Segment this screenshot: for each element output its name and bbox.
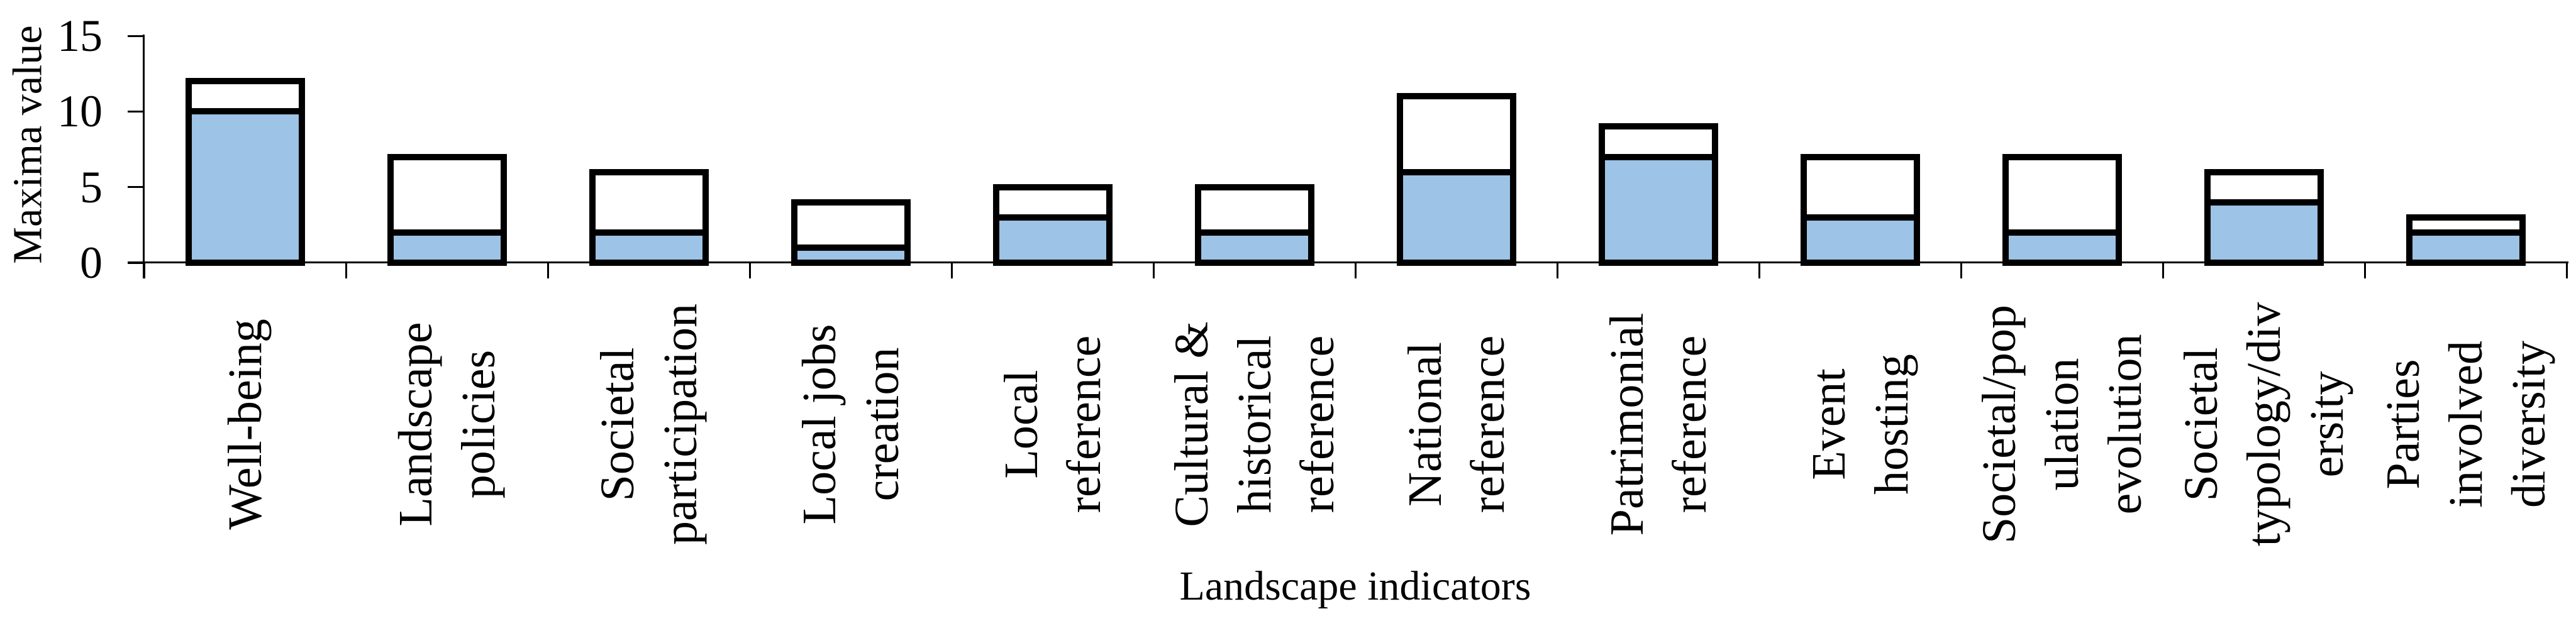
category-label-line: diversity — [2502, 341, 2555, 508]
bar-filled-segment — [1396, 168, 1516, 266]
category-label-line: involved — [2439, 341, 2492, 508]
category-label-line: Societal — [2174, 347, 2228, 502]
bar-filled-segment — [387, 229, 507, 266]
category-label-line: policies — [452, 349, 505, 499]
category-label: Landscape policies — [346, 286, 548, 563]
category-label-rotated-text: Local reference — [952, 286, 1153, 563]
category-label-rotated-text: Well-being — [144, 286, 346, 563]
category-label-line: creation — [855, 347, 909, 502]
x-tick-mark — [2565, 263, 2568, 278]
bar-filled-segment — [1598, 153, 1718, 266]
x-axis-title: Landscape indicators — [1179, 563, 1531, 609]
bar-filled-segment — [1194, 229, 1314, 266]
category-label-line: Local — [994, 370, 1048, 479]
x-tick-mark — [2162, 263, 2164, 278]
category-label-line: reference — [1663, 335, 1716, 513]
category-label: National reference — [1355, 286, 1557, 563]
bar-filled-segment — [2406, 229, 2526, 266]
category-label-rotated-text: Patrimonial reference — [1557, 286, 1759, 563]
category-label-line: Societal — [591, 347, 644, 502]
x-tick-mark — [1354, 263, 1357, 278]
category-label-line: reference — [1461, 335, 1514, 513]
category-label: Cultural & historical reference — [1153, 286, 1355, 563]
y-tick-mark — [128, 110, 144, 113]
category-label: Societal typology/div ersity — [2163, 286, 2365, 563]
bar-filled-segment — [992, 214, 1113, 266]
category-label-rotated-text: Societal typology/div ersity — [2163, 286, 2365, 563]
x-tick-mark — [2363, 263, 2366, 278]
category-label-line: participation — [653, 303, 707, 546]
category-label: Societal/pop ulation evolution — [1961, 286, 2163, 563]
category-label-rotated-text: Local jobs creation — [750, 286, 952, 563]
category-label-rotated-text: Societal/pop ulation evolution — [1961, 286, 2163, 563]
x-axis-line — [128, 261, 2568, 263]
x-tick-mark — [1960, 263, 1962, 278]
category-label: Local jobs creation — [750, 286, 952, 563]
category-label-rotated-text: National reference — [1355, 286, 1557, 563]
bar-filled-segment — [1800, 214, 1920, 266]
category-label-line: Local jobs — [792, 324, 846, 525]
y-tick-mark — [128, 186, 144, 189]
bar-filled-segment — [589, 229, 709, 266]
category-label-line: Well-being — [218, 319, 272, 530]
y-tick-label: 0 — [80, 238, 103, 288]
bar-filled-segment — [2204, 199, 2324, 266]
category-label-line: Landscape — [389, 322, 442, 527]
category-label-line: Cultural & — [1165, 321, 1218, 527]
y-tick-label: 10 — [57, 86, 103, 137]
category-label-line: evolution — [2098, 334, 2151, 515]
category-label-line: hosting — [1865, 354, 1918, 495]
category-label-rotated-text: Event hosting — [1759, 286, 1961, 563]
category-label-line: ulation — [2035, 358, 2089, 491]
category-label-line: ersity — [2300, 371, 2353, 478]
category-label-rotated-text: Societal participation — [548, 286, 750, 563]
category-label: Parties involved diversity — [2365, 286, 2567, 563]
x-tick-mark — [1152, 263, 1155, 278]
x-tick-mark — [1556, 263, 1558, 278]
bar-filled-segment — [2002, 229, 2122, 266]
category-label-line: typology/div — [2237, 302, 2290, 547]
category-label: Event hosting — [1759, 286, 1961, 563]
x-tick-mark — [748, 263, 751, 278]
category-label-line: Parties — [2376, 359, 2429, 490]
y-tick-mark — [128, 35, 144, 37]
category-label-line: Patrimonial — [1600, 312, 1653, 536]
x-tick-mark — [1758, 263, 1760, 278]
category-label: Well-being — [144, 286, 346, 563]
category-label: Local reference — [952, 286, 1153, 563]
x-tick-mark — [345, 263, 347, 278]
category-label: Patrimonial reference — [1557, 286, 1759, 563]
x-tick-mark — [547, 263, 549, 278]
category-label-line: Societal/pop — [1972, 305, 2026, 544]
category-label-line: reference — [1291, 335, 1344, 513]
category-label-line: reference — [1057, 335, 1111, 513]
category-label-line: National — [1398, 342, 1452, 507]
x-tick-mark — [950, 263, 953, 278]
category-label-line: Event — [1802, 368, 1855, 480]
category-label: Societal participation — [548, 286, 750, 563]
category-label-rotated-text: Landscape policies — [346, 286, 548, 563]
bar-filled-segment — [185, 108, 305, 266]
category-label-line: historical — [1228, 335, 1281, 513]
category-label-rotated-text: Cultural & historical reference — [1153, 286, 1355, 563]
category-label-rotated-text: Parties involved diversity — [2365, 286, 2567, 563]
y-tick-label: 5 — [80, 162, 103, 212]
y-tick-label: 15 — [57, 11, 103, 61]
y-axis-line — [143, 35, 145, 278]
